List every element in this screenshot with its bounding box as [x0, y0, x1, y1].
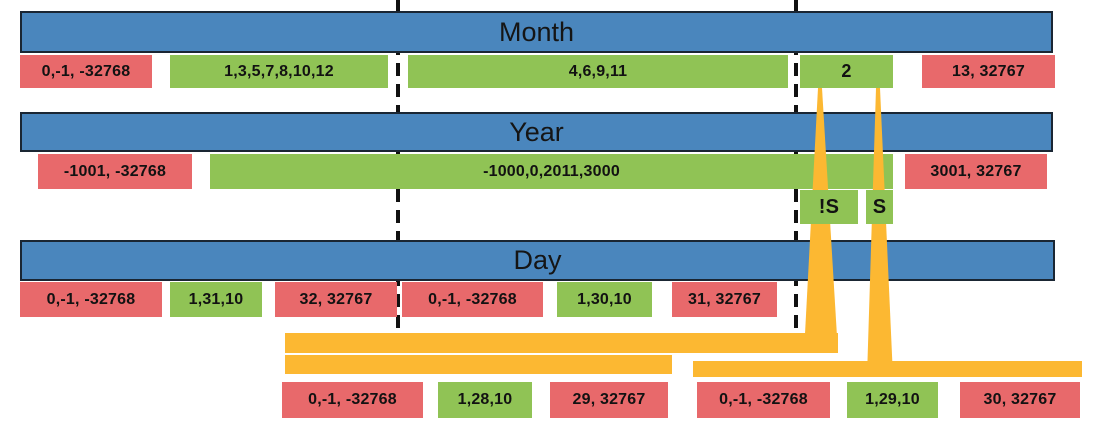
feb29-partition-valid: 1,29,10: [847, 382, 938, 418]
month-partition-31day-months: 1,3,5,7,8,10,12: [170, 55, 388, 88]
month-bar: Month: [20, 11, 1053, 53]
feb28-partition-invalid-low: 0,-1, -32768: [282, 382, 423, 418]
leap-rail: [693, 361, 1082, 377]
month-partition-invalid-low: 0,-1, -32768: [20, 55, 152, 88]
day31-partition-invalid-low: 0,-1, -32768: [20, 282, 162, 317]
year-bar-title: Year: [509, 116, 564, 147]
year-partition-invalid-low: -1001, -32768: [38, 154, 192, 189]
day31-partition-valid: 1,31,10: [170, 282, 262, 317]
day30-partition-invalid-low: 0,-1, -32768: [402, 282, 543, 317]
day31-partition-invalid-high: 32, 32767: [275, 282, 397, 317]
day30-partition-invalid-high: 31, 32767: [672, 282, 777, 317]
leap-year-flag: S: [866, 190, 893, 224]
non-leap-rail-upper: [285, 333, 838, 353]
month-partition-30day-months: 4,6,9,11: [408, 55, 788, 88]
month-partition-invalid-high: 13, 32767: [922, 55, 1055, 88]
year-partition-invalid-high: 3001, 32767: [905, 154, 1047, 189]
day-bar-title: Day: [513, 245, 562, 275]
leap-spike: [867, 88, 893, 377]
feb28-partition-invalid-high: 29, 32767: [550, 382, 668, 418]
not-leap-year-flag: !S: [800, 190, 858, 224]
feb29-partition-invalid-high: 30, 32767: [960, 382, 1080, 418]
feb28-partition-valid: 1,28,10: [438, 382, 532, 418]
month-partition-february: 2: [800, 55, 893, 88]
day30-partition-valid: 1,30,10: [557, 282, 652, 317]
non-leap-rail-lower: [285, 355, 672, 374]
month-bar-title: Month: [498, 16, 575, 47]
feb29-partition-invalid-low: 0,-1, -32768: [697, 382, 830, 418]
year-partition-valid: -1000,0,2011,3000: [210, 154, 893, 189]
